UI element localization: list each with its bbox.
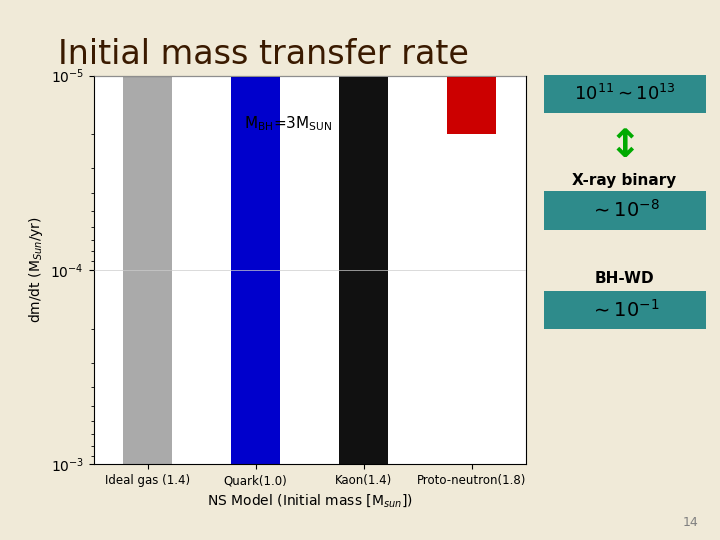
- Y-axis label: dm/dt (M$_{Sun}$/yr): dm/dt (M$_{Sun}$/yr): [27, 217, 45, 323]
- Bar: [123, 0, 172, 540]
- Text: M$_{\mathregular{BH}}$=3M$_{\mathregular{SUN}}$: M$_{\mathregular{BH}}$=3M$_{\mathregular…: [244, 114, 332, 133]
- Text: ↕: ↕: [608, 127, 641, 165]
- Bar: [339, 0, 388, 540]
- Bar: [231, 0, 280, 540]
- Text: BH-WD: BH-WD: [595, 271, 654, 286]
- Text: Initial mass transfer rate: Initial mass transfer rate: [58, 38, 469, 71]
- Text: X-ray binary: X-ray binary: [572, 173, 677, 188]
- Text: $10^{11} \sim 10^{13}$: $10^{11} \sim 10^{13}$: [574, 84, 675, 104]
- X-axis label: NS Model (Initial mass [M$_{sun}$]): NS Model (Initial mass [M$_{sun}$]): [207, 492, 413, 509]
- Text: $\sim 10^{-1}$: $\sim 10^{-1}$: [590, 299, 660, 321]
- Text: $\sim 10^{-8}$: $\sim 10^{-8}$: [590, 199, 660, 221]
- Bar: [447, 0, 496, 134]
- Text: 14: 14: [683, 516, 698, 529]
